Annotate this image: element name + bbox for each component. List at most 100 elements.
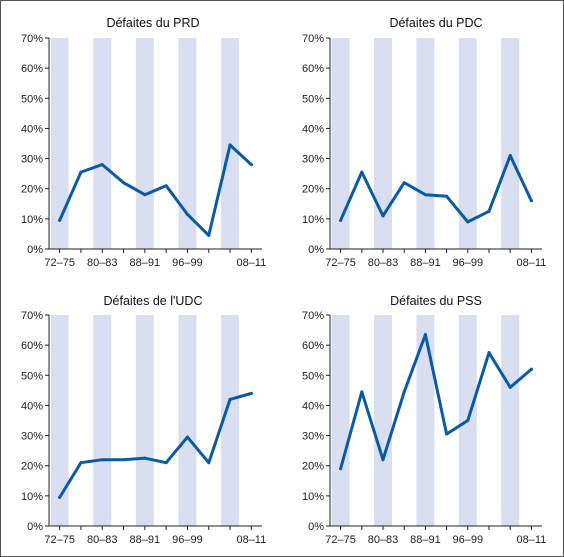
data-point-pdc-6 xyxy=(466,220,470,224)
y-tick-label-pss-3: 30% xyxy=(302,431,324,443)
y-tick-label-pss-4: 40% xyxy=(302,400,324,412)
y-tick-label-pdc-4: 40% xyxy=(302,123,324,135)
y-tick-label-pdc-3: 30% xyxy=(302,154,324,166)
y-tick-label-udc-5: 50% xyxy=(21,370,43,382)
band-prd-4 xyxy=(135,38,154,249)
x-tick-label-prd-3: 96–99 xyxy=(172,257,203,269)
x-tick-label-prd-0: 72–75 xyxy=(44,257,75,269)
panel-pss: 0% 10% 20% 30% 40% 50% 60% 70% 72–75 80–83 88–91 96… xyxy=(302,294,546,546)
x-tick-label-pdc-4: 08–11 xyxy=(517,257,547,269)
data-point-pdc-0 xyxy=(339,218,343,222)
y-tick-label-pss-1: 10% xyxy=(302,491,324,503)
x-tick-label-udc-1: 80–83 xyxy=(87,534,118,546)
y-tick-label-pss-7: 70% xyxy=(302,310,324,322)
data-point-prd-7 xyxy=(207,233,211,237)
data-point-udc-1 xyxy=(79,461,83,465)
y-tick-label-prd-2: 20% xyxy=(21,184,43,196)
data-point-pdc-9 xyxy=(529,199,533,203)
data-point-udc-7 xyxy=(207,461,211,465)
x-tick-label-pdc-2: 88–91 xyxy=(410,257,441,269)
data-point-pdc-2 xyxy=(381,214,385,218)
data-point-pdc-5 xyxy=(445,194,449,198)
band-udc-6 xyxy=(178,315,197,526)
data-point-pss-2 xyxy=(381,458,385,462)
data-point-udc-2 xyxy=(100,458,104,462)
x-tick-label-pdc-0: 72–75 xyxy=(325,257,356,269)
y-tick-label-pss-0: 0% xyxy=(308,521,324,533)
data-point-udc-6 xyxy=(185,435,189,439)
data-point-pss-5 xyxy=(445,432,449,436)
band-pss-0 xyxy=(331,315,350,526)
y-tick-label-prd-4: 40% xyxy=(21,123,43,135)
data-point-pss-6 xyxy=(466,419,470,422)
data-point-pdc-4 xyxy=(423,193,427,197)
y-tick-label-udc-2: 20% xyxy=(21,461,43,473)
x-tick-label-prd-4: 08–11 xyxy=(236,257,266,269)
band-pdc-0 xyxy=(331,38,350,249)
y-tick-label-pdc-2: 20% xyxy=(302,184,324,196)
y-tick-label-udc-3: 30% xyxy=(21,431,43,443)
band-pss-2 xyxy=(374,315,392,526)
band-udc-0 xyxy=(50,315,69,526)
data-point-prd-5 xyxy=(164,184,168,188)
chart-title-pdc: Défaites du PDC xyxy=(389,16,482,30)
y-tick-label-pdc-5: 50% xyxy=(302,93,324,105)
chart-title-pss: Défaites du PSS xyxy=(390,294,482,308)
x-tick-label-pss-4: 08–11 xyxy=(517,534,547,546)
data-point-prd-0 xyxy=(58,218,62,222)
band-prd-2 xyxy=(93,38,112,249)
x-tick-label-prd-1: 80–83 xyxy=(87,257,118,269)
y-tick-label-prd-7: 70% xyxy=(21,33,43,45)
y-tick-label-prd-6: 60% xyxy=(21,63,43,75)
y-tick-label-pdc-7: 70% xyxy=(302,33,324,45)
data-point-pss-0 xyxy=(339,467,343,471)
data-point-pdc-3 xyxy=(402,181,406,185)
y-tick-label-udc-6: 60% xyxy=(21,340,43,352)
panel-prd: 0% 10% 20% 30% 40% 50% 60% 70% 72–75 80–83 88–91 96… xyxy=(21,16,266,269)
y-tick-label-pss-6: 60% xyxy=(302,340,324,352)
data-point-udc-8 xyxy=(228,397,232,401)
chart-title-prd: Défaites du PRD xyxy=(106,16,199,30)
y-tick-label-pdc-6: 60% xyxy=(302,63,324,75)
series-line-prd xyxy=(58,143,253,237)
data-point-udc-0 xyxy=(58,495,62,499)
band-udc-4 xyxy=(135,315,154,526)
y-tick-label-prd-5: 50% xyxy=(21,93,43,105)
y-tick-label-pss-2: 20% xyxy=(302,461,324,473)
data-point-udc-5 xyxy=(164,461,168,465)
chart-title-udc: Défaites de l'UDC xyxy=(104,294,203,308)
data-point-pdc-1 xyxy=(360,170,364,174)
data-point-pss-3 xyxy=(402,390,406,394)
band-pdc-6 xyxy=(458,38,477,249)
x-tick-label-udc-0: 72–75 xyxy=(44,534,75,546)
band-pss-8 xyxy=(501,315,520,526)
data-point-udc-4 xyxy=(143,456,147,460)
y-tick-label-prd-1: 10% xyxy=(21,214,43,226)
data-point-pss-9 xyxy=(529,367,533,371)
y-tick-label-prd-3: 30% xyxy=(21,154,43,166)
data-point-prd-1 xyxy=(79,170,83,174)
data-point-prd-4 xyxy=(143,193,147,197)
data-point-pdc-7 xyxy=(487,209,491,213)
x-tick-label-pdc-3: 96–99 xyxy=(453,257,484,269)
data-point-udc-3 xyxy=(122,458,126,462)
band-pss-4 xyxy=(416,315,435,526)
data-point-prd-3 xyxy=(122,181,126,185)
data-point-pdc-8 xyxy=(508,154,512,158)
band-pdc-4 xyxy=(416,38,435,249)
y-tick-label-udc-0: 0% xyxy=(27,521,43,533)
y-tick-label-pdc-1: 10% xyxy=(302,214,324,226)
x-tick-label-pss-2: 88–91 xyxy=(410,534,441,546)
band-prd-6 xyxy=(178,38,197,249)
y-tick-label-pdc-0: 0% xyxy=(308,244,324,256)
band-udc-8 xyxy=(221,315,240,526)
data-point-pss-8 xyxy=(508,385,512,389)
data-point-prd-8 xyxy=(228,143,232,147)
x-tick-label-udc-4: 08–11 xyxy=(236,534,266,546)
x-tick-label-udc-2: 88–91 xyxy=(130,534,161,546)
band-pdc-8 xyxy=(501,38,520,249)
y-tick-label-prd-0: 0% xyxy=(27,244,43,256)
x-tick-label-pss-3: 96–99 xyxy=(453,534,484,546)
